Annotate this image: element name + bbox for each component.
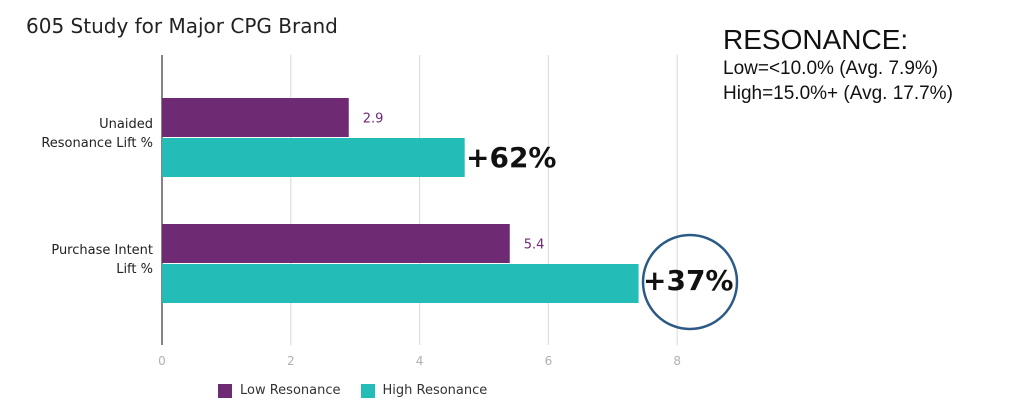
- bar-high-1: [162, 264, 639, 303]
- legend-item-high: High Resonance: [360, 383, 488, 398]
- legend-swatch-high: [360, 383, 375, 398]
- category-label: Lift %: [116, 262, 153, 277]
- x-tick-label: 2: [287, 354, 295, 368]
- category-label: Purchase Intent: [51, 243, 153, 258]
- x-tick-label: 6: [545, 354, 553, 368]
- bar-low-0: [162, 98, 349, 137]
- resonance-note: RESONANCE: Low=<10.0% (Avg. 7.9%) High=1…: [723, 24, 953, 106]
- resonance-high-def: High=15.0%+ (Avg. 17.7%): [723, 83, 953, 104]
- legend: Low Resonance High Resonance: [218, 383, 507, 398]
- category-label: Unaided: [99, 117, 153, 132]
- data-label: 5.4: [524, 238, 545, 253]
- resonance-heading: RESONANCE:: [723, 24, 909, 55]
- x-tick-label: 0: [158, 354, 166, 368]
- lift-annotation: +62%: [466, 141, 556, 174]
- legend-item-low: Low Resonance: [218, 383, 341, 398]
- x-tick-label: 8: [673, 354, 681, 368]
- bar-low-1: [162, 224, 510, 263]
- resonance-low-def: Low=<10.0% (Avg. 7.9%): [723, 58, 939, 79]
- legend-label-high: High Resonance: [382, 383, 488, 398]
- bar-high-0: [162, 138, 465, 177]
- legend-swatch-low: [218, 383, 232, 398]
- highlight-circle: [641, 233, 739, 331]
- category-label: Resonance Lift %: [41, 136, 153, 151]
- x-tick-label: 4: [416, 354, 424, 368]
- data-label: 2.9: [363, 112, 384, 127]
- legend-label-low: Low Resonance: [240, 383, 341, 398]
- lift-annotation: +37%: [643, 264, 733, 297]
- chart-title: 605 Study for Major CPG Brand: [26, 14, 338, 38]
